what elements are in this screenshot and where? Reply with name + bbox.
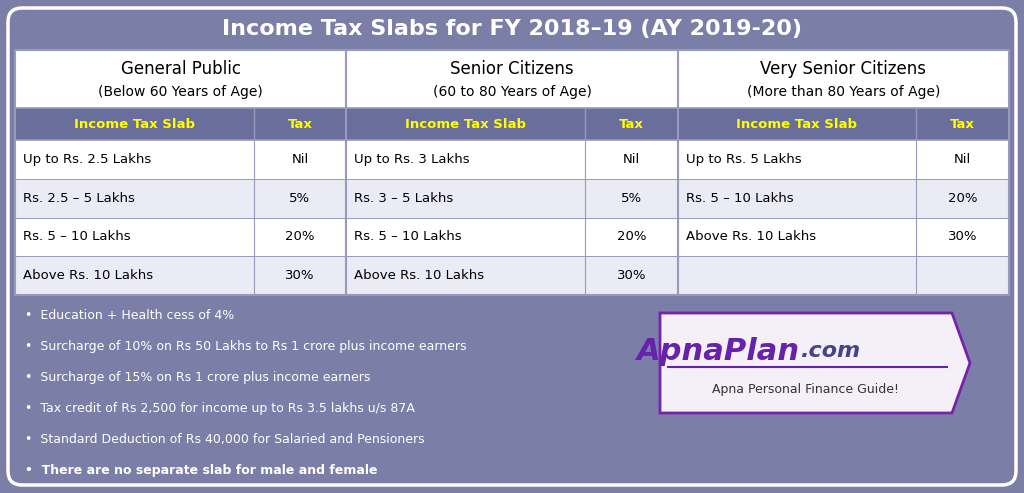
FancyBboxPatch shape bbox=[8, 8, 1016, 485]
Text: Rs. 3 – 5 Lakhs: Rs. 3 – 5 Lakhs bbox=[354, 192, 454, 205]
Bar bbox=[346, 256, 678, 295]
Text: General Public: General Public bbox=[121, 60, 241, 77]
Text: Rs. 2.5 – 5 Lakhs: Rs. 2.5 – 5 Lakhs bbox=[23, 192, 135, 205]
Bar bbox=[660, 313, 952, 413]
Text: Up to Rs. 3 Lakhs: Up to Rs. 3 Lakhs bbox=[354, 153, 470, 166]
Bar bbox=[15, 140, 346, 179]
Text: •  There are no separate slab for male and female: • There are no separate slab for male an… bbox=[25, 464, 378, 477]
Text: Tax: Tax bbox=[288, 117, 312, 131]
Bar bbox=[346, 217, 678, 256]
Text: 20%: 20% bbox=[948, 192, 977, 205]
Text: (Below 60 Years of Age): (Below 60 Years of Age) bbox=[98, 85, 263, 99]
Text: Nil: Nil bbox=[623, 153, 640, 166]
Bar bbox=[678, 256, 1009, 295]
Text: 30%: 30% bbox=[286, 269, 314, 282]
Text: 30%: 30% bbox=[616, 269, 646, 282]
Text: (60 to 80 Years of Age): (60 to 80 Years of Age) bbox=[432, 85, 592, 99]
Bar bbox=[346, 140, 678, 179]
Text: •  Tax credit of Rs 2,500 for income up to Rs 3.5 lakhs u/s 87A: • Tax credit of Rs 2,500 for income up t… bbox=[25, 402, 415, 415]
Bar bbox=[15, 179, 346, 217]
Text: Above Rs. 10 Lakhs: Above Rs. 10 Lakhs bbox=[686, 230, 816, 244]
Bar bbox=[346, 108, 678, 140]
Text: Rs. 5 – 10 Lakhs: Rs. 5 – 10 Lakhs bbox=[354, 230, 462, 244]
Text: Tax: Tax bbox=[618, 117, 644, 131]
Bar bbox=[15, 217, 346, 256]
Text: 20%: 20% bbox=[286, 230, 314, 244]
Text: Rs. 5 – 10 Lakhs: Rs. 5 – 10 Lakhs bbox=[686, 192, 794, 205]
Text: 20%: 20% bbox=[616, 230, 646, 244]
Text: Tax: Tax bbox=[950, 117, 975, 131]
Text: (More than 80 Years of Age): (More than 80 Years of Age) bbox=[746, 85, 940, 99]
Bar bbox=[346, 179, 678, 217]
Text: Income Tax Slab: Income Tax Slab bbox=[406, 117, 526, 131]
Text: Income Tax Slab: Income Tax Slab bbox=[736, 117, 857, 131]
Text: Senior Citizens: Senior Citizens bbox=[451, 60, 573, 77]
Text: •  Surcharge of 15% on Rs 1 crore plus income earners: • Surcharge of 15% on Rs 1 crore plus in… bbox=[25, 371, 371, 384]
Text: Income Tax Slabs for FY 2018–19 (AY 2019-20): Income Tax Slabs for FY 2018–19 (AY 2019… bbox=[222, 19, 802, 39]
Text: Apna Personal Finance Guide!: Apna Personal Finance Guide! bbox=[713, 383, 899, 395]
Polygon shape bbox=[660, 313, 970, 413]
Text: .com: .com bbox=[801, 341, 861, 361]
Text: Income Tax Slab: Income Tax Slab bbox=[74, 117, 195, 131]
Text: Above Rs. 10 Lakhs: Above Rs. 10 Lakhs bbox=[23, 269, 154, 282]
Bar bbox=[678, 140, 1009, 179]
Text: Nil: Nil bbox=[291, 153, 308, 166]
Text: Above Rs. 10 Lakhs: Above Rs. 10 Lakhs bbox=[354, 269, 484, 282]
Bar bbox=[15, 108, 346, 140]
Text: 5%: 5% bbox=[290, 192, 310, 205]
Text: Up to Rs. 5 Lakhs: Up to Rs. 5 Lakhs bbox=[686, 153, 802, 166]
Text: Very Senior Citizens: Very Senior Citizens bbox=[761, 60, 927, 77]
Text: ApnaPlan: ApnaPlan bbox=[637, 337, 800, 365]
Text: 30%: 30% bbox=[948, 230, 977, 244]
Bar bbox=[678, 217, 1009, 256]
Text: 5%: 5% bbox=[621, 192, 642, 205]
Bar bbox=[678, 179, 1009, 217]
Text: Rs. 5 – 10 Lakhs: Rs. 5 – 10 Lakhs bbox=[23, 230, 131, 244]
Text: •  Standard Deduction of Rs 40,000 for Salaried and Pensioners: • Standard Deduction of Rs 40,000 for Sa… bbox=[25, 433, 425, 446]
Bar bbox=[678, 108, 1009, 140]
Bar bbox=[15, 256, 346, 295]
Text: •  Education + Health cess of 4%: • Education + Health cess of 4% bbox=[25, 309, 234, 322]
Text: Nil: Nil bbox=[954, 153, 971, 166]
Text: •  Surcharge of 10% on Rs 50 Lakhs to Rs 1 crore plus income earners: • Surcharge of 10% on Rs 50 Lakhs to Rs … bbox=[25, 340, 467, 353]
Text: Up to Rs. 2.5 Lakhs: Up to Rs. 2.5 Lakhs bbox=[23, 153, 152, 166]
Bar bbox=[15, 50, 1009, 295]
